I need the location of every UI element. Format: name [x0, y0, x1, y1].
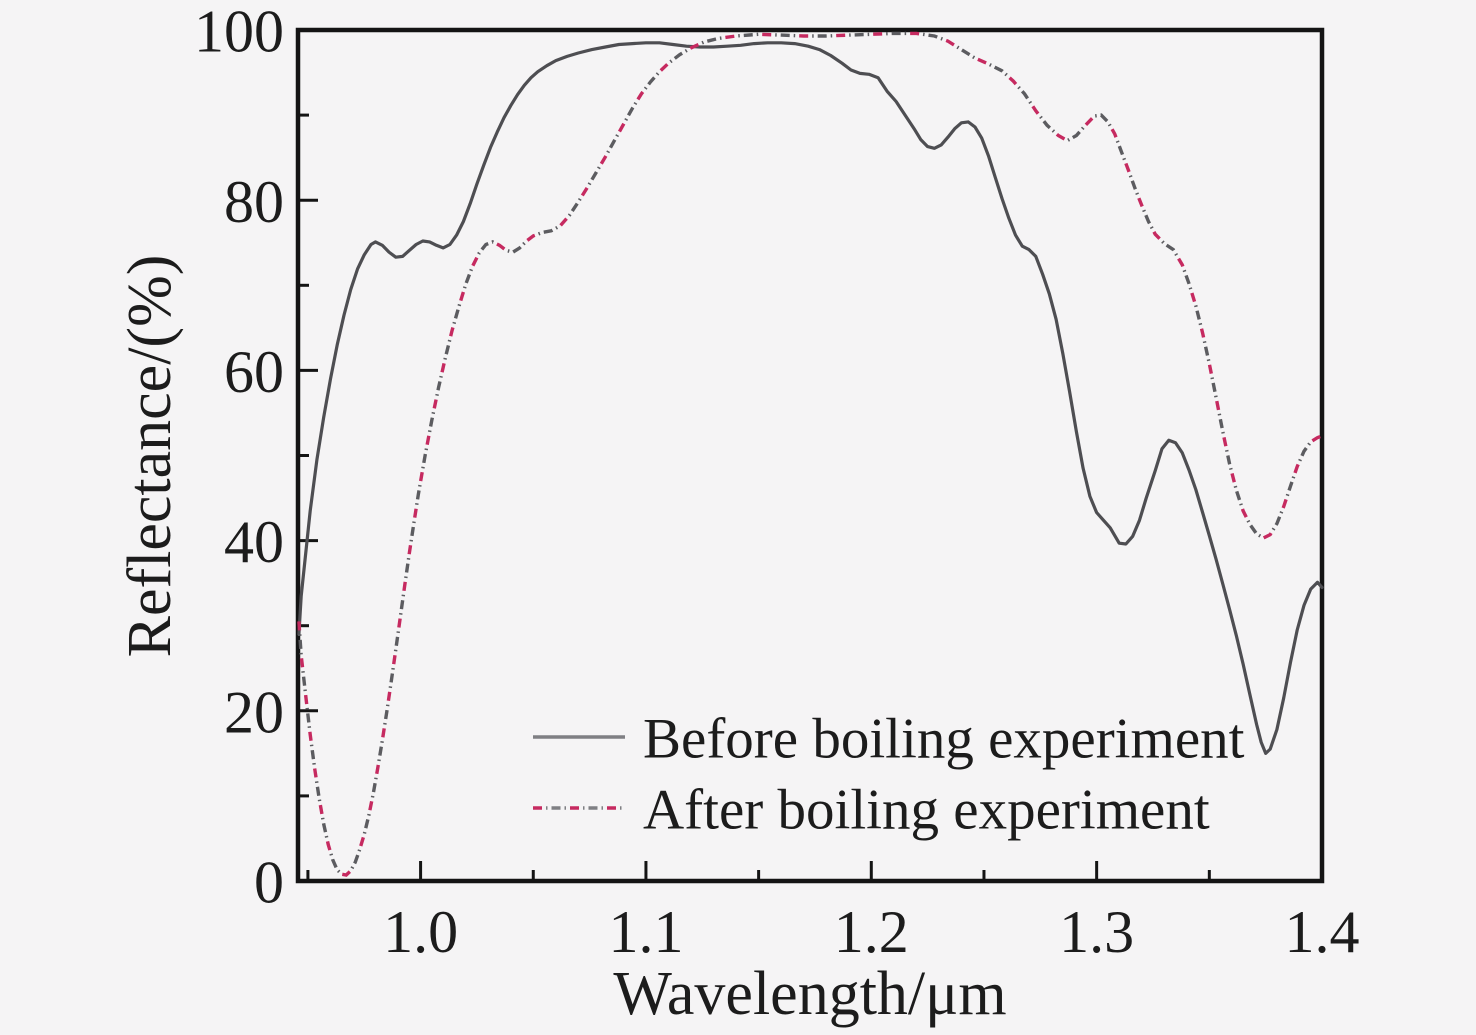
y-tick-label: 60	[224, 339, 284, 405]
x-tick-label: 1.0	[383, 899, 458, 965]
x-axis-title: Wavelength/μm	[613, 960, 1006, 1028]
y-tick-label: 0	[254, 850, 284, 916]
y-tick-label: 100	[194, 0, 284, 65]
y-tick-label: 80	[224, 169, 284, 235]
x-tick-label: 1.3	[1059, 899, 1134, 965]
x-tick-label: 1.1	[608, 899, 683, 965]
y-tick-label: 40	[224, 509, 284, 575]
x-axis: 1.0 1.1 1.2 1.3 1.4 Wavelength/μm	[306, 861, 1360, 1028]
legend-label-before: Before boiling experiment	[643, 708, 1245, 771]
legend-label-after: After boiling experiment	[643, 779, 1210, 842]
legend: Before boiling experiment After boiling e…	[533, 708, 1245, 842]
after-boiling-curve-gray-dashes	[297, 31, 1323, 877]
y-axis: 0 20 40 60 80 100 Reflectance/(%)	[116, 0, 318, 916]
y-axis-title: Reflectance/(%)	[116, 255, 184, 658]
x-tick-label: 1.2	[834, 899, 909, 965]
before-boiling-curve	[297, 41, 1324, 755]
data-series	[297, 31, 1324, 877]
y-tick-label: 20	[224, 679, 284, 745]
x-tick-label: 1.4	[1285, 899, 1360, 965]
